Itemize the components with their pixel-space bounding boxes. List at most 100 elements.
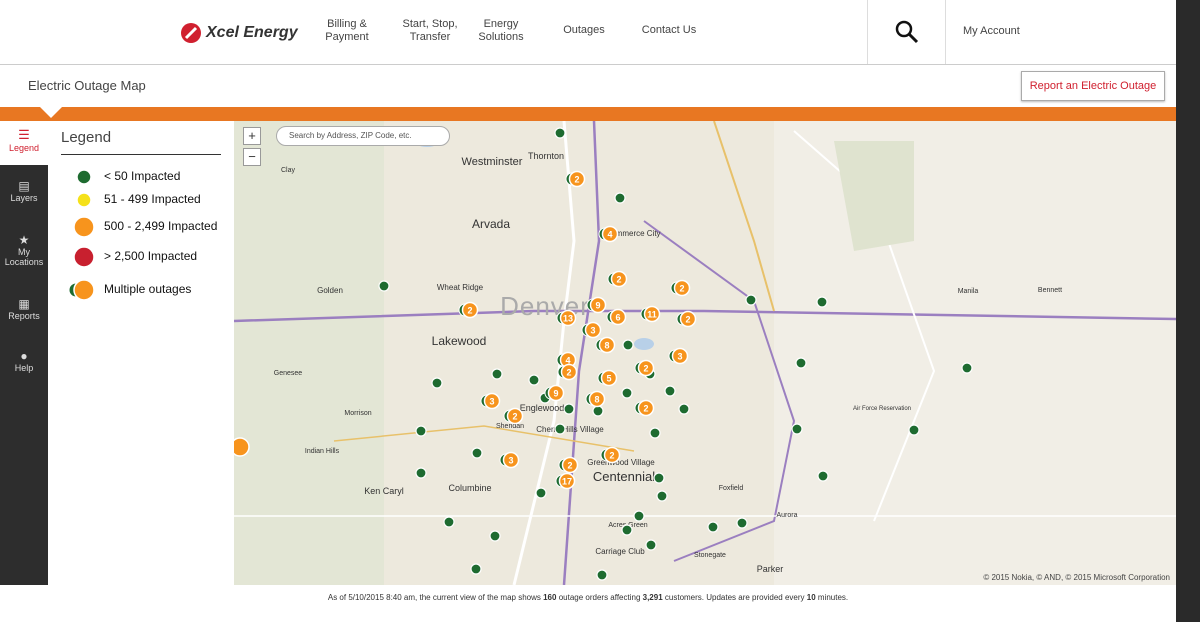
cluster-marker [558,472,576,490]
status-text: outage orders affecting [558,593,641,602]
outage-marker [622,339,634,351]
sidebar-item[interactable]: ▦ Reports [0,297,48,321]
place-label: Cherry Hills Village [536,425,604,434]
place-label: Wheat Ridge [437,283,484,292]
sidebar-item[interactable]: ☰ Legend [0,121,48,165]
place-label: Clay [281,167,296,174]
place-label: Columbine [448,483,491,493]
outage-marker [633,510,645,522]
legend-label: 500 - 2,499 Impacted [104,219,218,233]
sidebar-item[interactable]: ★ My Locations [0,233,48,267]
outage-marker [491,368,503,380]
nav-link[interactable]: Energy Solutions [478,18,524,43]
outage-marker [614,192,626,204]
outage-marker [489,530,501,542]
outage-marker [817,470,829,482]
cluster-count: 2 [467,306,472,316]
sidebar-label: Reports [8,311,40,321]
search-button[interactable] [895,20,919,44]
place-label: Ken Caryl [364,486,404,496]
legend-icons [68,169,95,301]
cluster-marker [568,170,586,188]
cluster-marker [547,384,565,402]
outage-marker [664,385,676,397]
place-label: Genesee [274,370,303,377]
place-label: Aurora [776,512,797,519]
zoom-in[interactable]: + [243,127,261,145]
place-label: Westminster [462,156,523,168]
outage-marker [415,425,427,437]
cluster-count: 13 [563,314,573,324]
nav-link[interactable]: Start, Stop, Transfer [402,18,458,43]
status-customers: 3,291 [642,593,663,602]
copyright: © 2015 Nokia, © AND, © 2015 Microsoft Co… [983,573,1170,582]
outage-marker [678,403,690,415]
place-label: Greenwood Village [587,458,655,467]
sidebar-item[interactable]: ▤ Layers [0,179,48,203]
legend-label: < 50 Impacted [104,169,181,183]
place-label: Parker [757,564,784,574]
outage-marker [795,357,807,369]
cluster-marker [637,399,655,417]
cluster-count: 3 [590,326,595,336]
account-link[interactable]: My Account [963,25,1020,37]
status-text: As of 5/10/2015 8:40 am, the current vie… [327,593,541,602]
outage-marker [621,524,633,536]
outage-marker [645,539,657,551]
place-label: Carriage Club [595,547,645,556]
outage-marker [791,423,803,435]
zoom-out[interactable]: − [243,148,261,166]
cluster-marker [637,359,655,377]
cluster-marker [588,390,606,408]
legend-icon [73,216,95,238]
status-orders: 160 [543,593,557,602]
sidebar-label: Help [14,363,34,373]
place-label: Thornton [528,151,564,161]
cluster-count: 2 [567,461,572,471]
status-line: As of 5/10/2015 8:40 am, the current vie… [0,593,1176,602]
outage-marker [535,487,547,499]
cluster-marker [600,369,618,387]
legend-label: > 2,500 Impacted [104,249,198,263]
search-box[interactable]: Search by Address, ZIP Code, etc. [276,126,450,146]
cluster-marker [589,296,607,314]
outage-marker [961,362,973,374]
report-button[interactable]: Report an Electric Outage [1021,71,1165,101]
cluster-marker [560,363,578,381]
cluster-count: 2 [574,175,579,185]
outage-marker [621,387,633,399]
sidebar-item[interactable]: ● Help [0,349,48,373]
logo[interactable]: Xcel Energy [206,24,298,41]
outage-marker [745,294,757,306]
nav-link[interactable]: Outages [563,24,605,36]
outage-marker [596,569,608,581]
cluster-count: 11 [647,310,657,320]
outage-marker [378,280,390,292]
legend-label: 51 - 499 Impacted [104,192,201,206]
cluster-marker [559,309,577,327]
cluster-marker [609,308,627,326]
map[interactable]: Westminster Thornton Arvada Denver Lakewood G… [234,121,1176,585]
place-label: Commerce City [605,229,660,238]
cluster-marker [679,310,697,328]
cluster-marker [483,392,501,410]
nav-link[interactable]: Billing & Payment [325,18,369,43]
place-label: Denver [500,291,590,321]
sidebar-label: My Locations [4,247,44,267]
cluster-marker [506,407,524,425]
outage-marker [592,405,604,417]
divider [867,0,868,64]
legend-icon [73,279,95,301]
nav-link[interactable]: Contact Us [641,24,697,36]
cluster-count: 4 [607,230,612,240]
cluster-marker [598,336,616,354]
cluster-marker [603,446,621,464]
outage-marker [234,437,250,457]
outage-marker [649,427,661,439]
cluster-marker [671,347,689,365]
outage-marker [908,424,920,436]
outage-marker [528,374,540,386]
outage-marker [816,296,828,308]
cluster-marker [461,301,479,319]
